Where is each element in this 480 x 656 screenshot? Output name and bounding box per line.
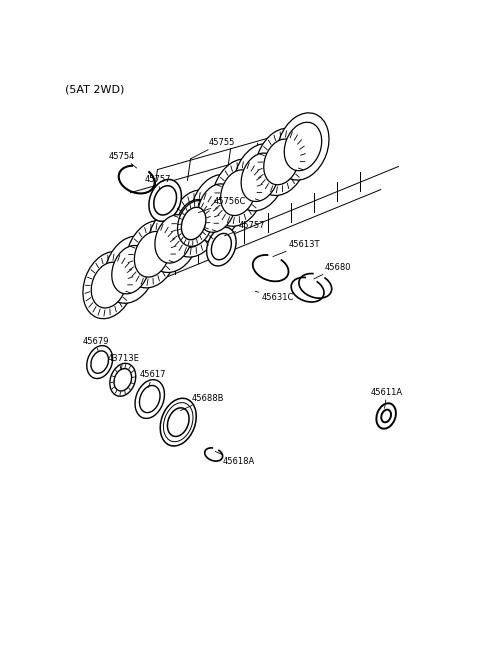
Ellipse shape [149, 180, 181, 221]
Ellipse shape [178, 201, 213, 247]
Ellipse shape [212, 159, 264, 226]
Ellipse shape [176, 199, 212, 247]
Text: 45618A: 45618A [215, 451, 255, 466]
Ellipse shape [140, 386, 160, 413]
Ellipse shape [221, 170, 256, 216]
Text: 45613T: 45613T [273, 239, 320, 256]
Ellipse shape [135, 380, 165, 419]
Ellipse shape [255, 128, 307, 195]
Text: 45679: 45679 [83, 337, 109, 352]
Ellipse shape [198, 184, 236, 232]
Ellipse shape [126, 220, 178, 288]
Ellipse shape [207, 227, 236, 266]
Ellipse shape [155, 215, 192, 263]
Ellipse shape [154, 186, 177, 215]
Ellipse shape [134, 232, 170, 277]
Ellipse shape [211, 234, 231, 260]
Ellipse shape [112, 245, 149, 294]
Ellipse shape [105, 236, 156, 303]
Text: 45631C: 45631C [255, 291, 294, 302]
Ellipse shape [277, 113, 329, 180]
Ellipse shape [114, 369, 132, 391]
Text: 45755: 45755 [191, 138, 235, 159]
Text: 45688B: 45688B [180, 394, 225, 411]
Text: 45757: 45757 [225, 221, 265, 236]
Ellipse shape [83, 251, 135, 319]
Text: 45757: 45757 [144, 175, 171, 190]
Text: 45756C: 45756C [198, 197, 246, 213]
Ellipse shape [181, 207, 206, 239]
Ellipse shape [376, 403, 396, 428]
Ellipse shape [241, 153, 278, 201]
Ellipse shape [160, 398, 196, 446]
Ellipse shape [381, 409, 391, 422]
Text: 45611A: 45611A [371, 388, 403, 408]
Ellipse shape [110, 363, 136, 396]
Ellipse shape [87, 346, 113, 379]
Ellipse shape [164, 403, 193, 441]
Ellipse shape [91, 351, 108, 373]
Ellipse shape [168, 408, 189, 436]
Text: 43713E: 43713E [108, 354, 139, 370]
Ellipse shape [284, 122, 322, 171]
Text: (5AT 2WD): (5AT 2WD) [65, 85, 124, 95]
Text: 45754: 45754 [109, 152, 137, 168]
Ellipse shape [264, 139, 299, 185]
Ellipse shape [169, 190, 221, 257]
Ellipse shape [191, 174, 243, 241]
Ellipse shape [148, 205, 200, 272]
Ellipse shape [91, 262, 127, 308]
Text: 45680: 45680 [314, 262, 351, 279]
Text: 45617: 45617 [140, 371, 166, 388]
Ellipse shape [234, 144, 286, 211]
